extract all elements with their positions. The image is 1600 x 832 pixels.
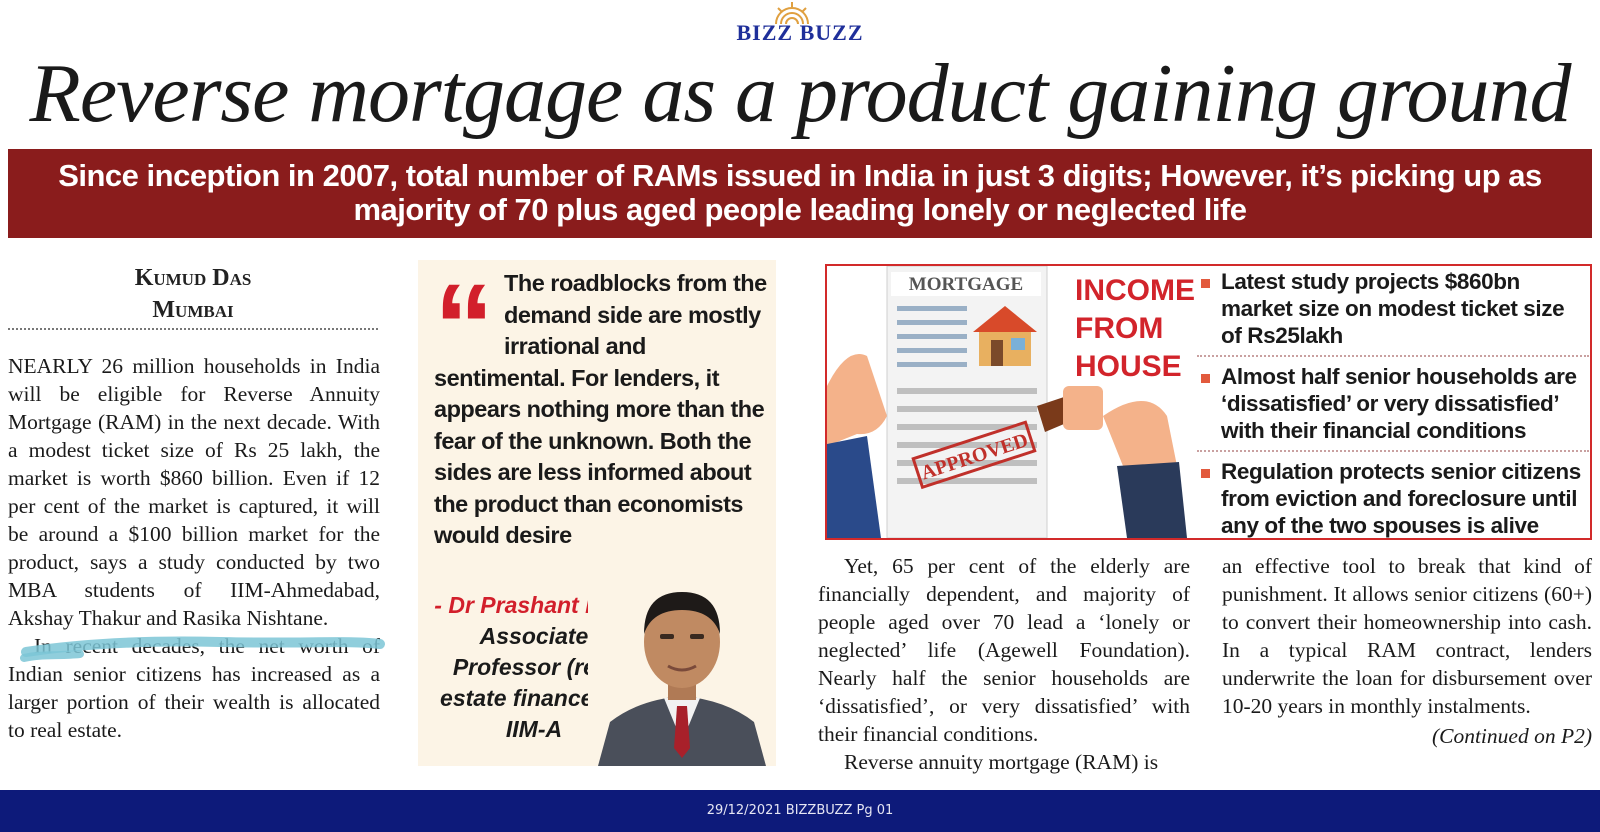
- infobox-bullet-list: Latest study projects $860bn market size…: [1197, 268, 1589, 538]
- portrait-photo: [588, 572, 776, 766]
- byline-divider: [8, 328, 378, 330]
- article-paragraph: Yet, 65 per cent of the elderly are fina…: [818, 554, 1190, 746]
- banner-line-2: majority of 70 plus aged people leading …: [353, 192, 1247, 227]
- article-paragraph: NEARLY 26 million households in India wi…: [8, 354, 380, 630]
- pull-quote: “ The roadblocks from the demand side ar…: [418, 260, 776, 766]
- banner-line-1: Since inception in 2007, total number of…: [58, 158, 1542, 193]
- highlighter-mark-icon: [20, 636, 385, 662]
- infobox-bullet: Latest study projects $860bn market size…: [1197, 268, 1589, 357]
- quote-text: The roadblocks from the demand side are …: [434, 268, 769, 552]
- byline-author: Kumud Das: [134, 265, 252, 291]
- byline: Kumud Das Mumbai: [8, 262, 378, 326]
- mortgage-approval-illustration: MORTGAGE APPROVED: [827, 266, 1187, 538]
- masthead-brand: BIZZ BUZZ: [736, 20, 864, 45]
- infobox-heading-line: HOUSE: [1075, 350, 1182, 383]
- page-title: Reverse mortgage as a product gaining gr…: [29, 47, 1572, 140]
- subheadline-banner: Since inception in 2007, total number of…: [8, 149, 1592, 238]
- masthead: BIZZ BUZZ: [0, 0, 1600, 46]
- infobox-heading: INCOME FROM HOUSE: [1075, 272, 1215, 386]
- infobox-bullet: Regulation protects senior citizens from…: [1197, 458, 1589, 538]
- infobox-heading-line: INCOME: [1075, 274, 1195, 307]
- byline-location: Mumbai: [152, 297, 234, 323]
- article-paragraph: Reverse annuity mortgage (RAM) is: [844, 750, 1159, 774]
- continued-link[interactable]: (Continued on P2): [1431, 724, 1592, 748]
- article-column-3: Yet, 65 per cent of the elderly are fina…: [818, 552, 1190, 776]
- article-column-1: NEARLY 26 million households in India wi…: [8, 352, 380, 744]
- quote-mark-icon: “: [434, 260, 494, 393]
- mortgage-label: MORTGAGE: [909, 274, 1023, 295]
- sun-logo-icon: [775, 2, 809, 24]
- article-paragraph: In recent decades, the net worth of Indi…: [8, 634, 380, 742]
- article-column-4: an effective tool to break that kind of …: [1222, 552, 1592, 750]
- quote-body: The roadblocks from the demand side are …: [434, 270, 767, 548]
- infobox-bullet: Almost half senior households are ‘dissa…: [1197, 363, 1589, 452]
- page-footer: 29/12/2021 BIZZBUZZ Pg 01: [0, 790, 1600, 832]
- infobox-income-from-house: MORTGAGE APPROVED INCOME FROM HOUSE Late…: [825, 264, 1592, 540]
- infobox-heading-line: FROM: [1075, 312, 1164, 345]
- article-paragraph: an effective tool to break that kind of …: [1222, 554, 1592, 718]
